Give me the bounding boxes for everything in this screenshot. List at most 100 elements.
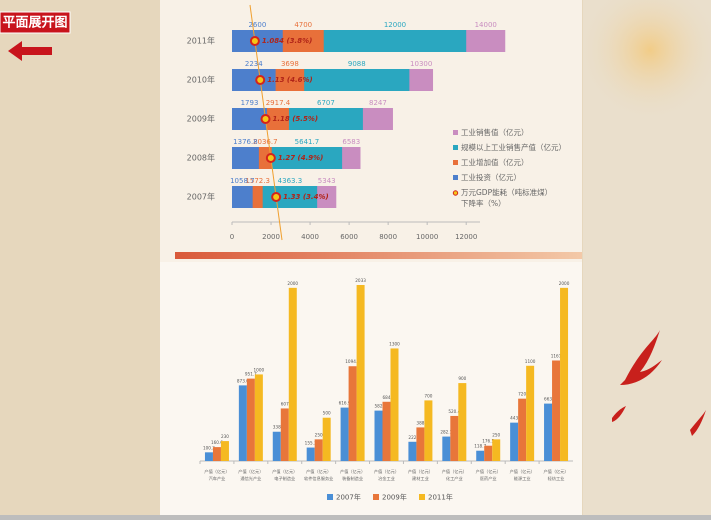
dove-small <box>690 410 706 436</box>
marker <box>265 153 276 163</box>
x-tick-label: 0 <box>230 233 234 241</box>
value-label: 582 <box>375 404 383 409</box>
value-label: 282.1 <box>440 430 452 435</box>
legend-marker <box>452 190 459 196</box>
value-label: 1094.7 <box>345 359 360 364</box>
value-label: 176.5 <box>482 439 494 444</box>
bar <box>526 365 535 461</box>
marker <box>249 36 260 46</box>
value-label: 1100 <box>525 359 536 364</box>
bar <box>232 186 253 208</box>
value-label: 9088 <box>348 60 366 68</box>
x-tick-label: 建材工业 <box>412 475 429 482</box>
bar <box>518 398 527 461</box>
value-label: 5343 <box>318 177 336 185</box>
marker <box>255 75 266 85</box>
x-tick-label: 能源工业 <box>514 475 531 482</box>
x-tick-label: 产值（亿元） <box>204 468 229 475</box>
value-label: 720 <box>518 392 526 397</box>
value-label: 6583 <box>342 138 360 146</box>
panel-lower <box>160 262 582 516</box>
x-tick-label: 12000 <box>455 233 477 241</box>
legend-label: 工业投资（亿元） <box>461 172 521 182</box>
value-label: 338 <box>273 425 281 430</box>
value-label: 2033 <box>355 278 366 283</box>
legend-label: 2007年 <box>336 493 361 502</box>
legend-label: 下降率（%） <box>461 198 506 208</box>
value-label: 2917.4 <box>266 99 291 107</box>
value-label: 1300 <box>389 341 400 346</box>
x-tick-label: 产值（亿元） <box>476 468 501 475</box>
x-tick-label: 汽车产业 <box>209 475 226 482</box>
value-label: 10300 <box>410 60 432 68</box>
bar <box>232 69 276 91</box>
y-tick-label: 2008年 <box>187 153 215 163</box>
bar <box>458 383 467 461</box>
x-tick-label: 装备制造业 <box>342 475 363 482</box>
value-label: 1058.7 <box>230 177 255 185</box>
sun-pattern <box>580 0 711 120</box>
bar <box>408 441 417 461</box>
bar <box>560 287 569 461</box>
legend-swatch <box>453 145 458 150</box>
marker-label: 1.27 (4.9%) <box>278 154 324 162</box>
value-label: 900 <box>458 376 466 381</box>
bar <box>348 366 357 461</box>
x-tick-label: 产值（亿元） <box>272 468 297 475</box>
value-label: 607 <box>281 401 289 406</box>
value-label: 1793 <box>241 99 259 107</box>
value-label: 4700 <box>294 21 312 29</box>
value-label: 388 <box>416 420 424 425</box>
x-tick-label: 产值（亿元） <box>510 468 535 475</box>
back-arrow[interactable] <box>8 41 52 61</box>
value-label: 1572.3 <box>245 177 270 185</box>
bar <box>374 410 383 461</box>
x-tick-label: 产值（亿元） <box>340 468 365 475</box>
bar <box>484 445 493 461</box>
value-label: 3698 <box>281 60 299 68</box>
x-tick-label: 软件信息服务业 <box>304 475 333 482</box>
bar <box>356 285 365 461</box>
value-label: 616.9 <box>339 401 351 406</box>
value-label: 2234 <box>245 60 263 68</box>
bar <box>220 441 229 461</box>
legend-swatch <box>453 130 458 135</box>
value-label: 100.2 <box>203 445 215 450</box>
dove <box>620 330 662 385</box>
bar <box>212 447 221 461</box>
bar <box>552 360 561 461</box>
dove-small <box>612 406 626 422</box>
x-tick-label: 产值（亿元） <box>238 468 263 475</box>
value-label: 443 <box>510 416 518 421</box>
value-label: 500 <box>323 411 331 416</box>
bar <box>382 401 391 461</box>
bar <box>280 408 289 461</box>
value-label: 12000 <box>384 21 406 29</box>
bottom-strip <box>0 515 711 520</box>
x-tick-label: 2000 <box>262 233 280 241</box>
value-label: 684 <box>383 395 391 400</box>
value-label: 1161 <box>551 353 562 358</box>
bar <box>424 400 433 461</box>
bar <box>306 447 315 461</box>
legend-label: 规模以上工业销售产值（亿元） <box>461 142 566 152</box>
marker-label: 1.18 (5.5%) <box>273 115 319 123</box>
legend-swatch <box>419 494 425 500</box>
bar <box>204 452 213 461</box>
bar <box>416 427 425 461</box>
y-tick-label: 2011年 <box>187 36 215 46</box>
divider <box>175 252 582 259</box>
value-label: 663 <box>544 397 552 402</box>
bar <box>246 378 255 461</box>
value-label: 2036.7 <box>253 138 278 146</box>
legend-label: 工业销售值（亿元） <box>461 127 529 137</box>
value-label: 230 <box>221 434 229 439</box>
bar <box>254 374 263 461</box>
value-label: 2600 <box>248 21 266 29</box>
bar <box>510 422 519 461</box>
bar <box>322 417 331 461</box>
bar <box>340 407 349 461</box>
value-label: 160.6 <box>211 440 223 445</box>
legend-swatch <box>453 160 458 165</box>
